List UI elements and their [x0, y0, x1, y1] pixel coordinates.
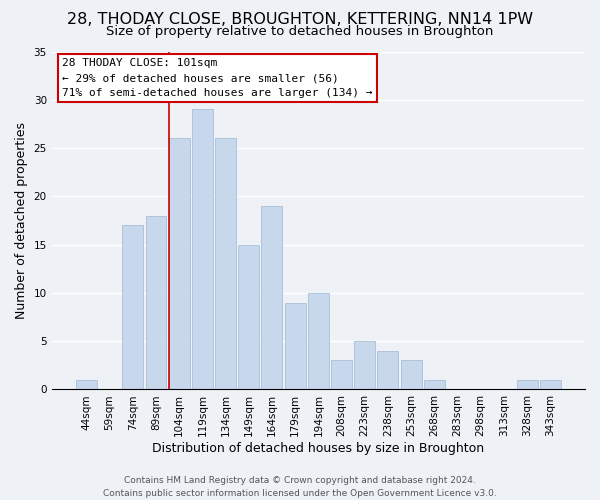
- Bar: [401, 360, 422, 390]
- Bar: [192, 110, 213, 390]
- Bar: [238, 244, 259, 390]
- Bar: [517, 380, 538, 390]
- Bar: [308, 293, 329, 390]
- Text: 28 THODAY CLOSE: 101sqm
← 29% of detached houses are smaller (56)
71% of semi-de: 28 THODAY CLOSE: 101sqm ← 29% of detache…: [62, 58, 373, 98]
- Bar: [331, 360, 352, 390]
- Y-axis label: Number of detached properties: Number of detached properties: [15, 122, 28, 319]
- Bar: [354, 341, 375, 390]
- Text: Size of property relative to detached houses in Broughton: Size of property relative to detached ho…: [106, 25, 494, 38]
- Bar: [262, 206, 283, 390]
- Text: 28, THODAY CLOSE, BROUGHTON, KETTERING, NN14 1PW: 28, THODAY CLOSE, BROUGHTON, KETTERING, …: [67, 12, 533, 28]
- Bar: [377, 351, 398, 390]
- Bar: [122, 226, 143, 390]
- Bar: [540, 380, 561, 390]
- X-axis label: Distribution of detached houses by size in Broughton: Distribution of detached houses by size …: [152, 442, 484, 455]
- Bar: [424, 380, 445, 390]
- Bar: [215, 138, 236, 390]
- Bar: [76, 380, 97, 390]
- Bar: [169, 138, 190, 390]
- Text: Contains HM Land Registry data © Crown copyright and database right 2024.
Contai: Contains HM Land Registry data © Crown c…: [103, 476, 497, 498]
- Bar: [284, 302, 305, 390]
- Bar: [146, 216, 166, 390]
